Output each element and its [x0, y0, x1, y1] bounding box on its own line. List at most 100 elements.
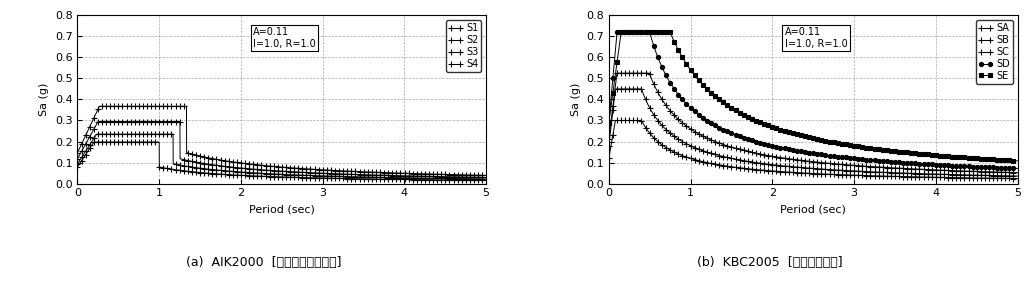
S3: [71, 157, 84, 161]
S3: [316, 171, 328, 175]
SB: [869, 170, 881, 174]
S4: [376, 171, 388, 174]
SD: [602, 121, 615, 125]
SB: [848, 169, 860, 173]
SD: [939, 163, 951, 167]
Line: S4: S4: [74, 103, 489, 178]
SC: [677, 121, 689, 125]
SC: [848, 163, 860, 167]
Y-axis label: Sa (g): Sa (g): [39, 83, 50, 116]
Line: SB: SB: [606, 86, 1021, 179]
SE: [759, 122, 772, 126]
SB: [677, 140, 689, 144]
SE: [908, 151, 920, 155]
S4: [227, 160, 240, 164]
SC: [759, 153, 772, 157]
S4: [407, 172, 419, 175]
SA: [848, 173, 860, 177]
SB: [609, 87, 622, 91]
Y-axis label: Sa (g): Sa (g): [570, 83, 581, 116]
S2: [227, 170, 240, 173]
S2: [71, 162, 84, 166]
S4: [146, 104, 158, 108]
SD: [869, 159, 881, 162]
S1: [316, 176, 328, 180]
S3: [337, 172, 349, 176]
SB: [908, 172, 920, 175]
X-axis label: Period (sec): Period (sec): [249, 204, 315, 214]
SA: [908, 175, 920, 179]
S1: [407, 178, 419, 181]
S1: [227, 173, 240, 177]
SB: [1011, 174, 1024, 178]
SD: [677, 99, 689, 102]
Line: SE: SE: [606, 30, 1020, 163]
SA: [869, 174, 881, 178]
SD: [759, 142, 772, 146]
SA: [602, 156, 615, 160]
SC: [939, 169, 951, 172]
S1: [88, 140, 100, 144]
S2: [91, 132, 103, 136]
SE: [848, 144, 860, 147]
S3: [376, 174, 388, 177]
SD: [1011, 166, 1024, 170]
S3: [92, 120, 104, 123]
SA: [609, 119, 622, 122]
SC: [602, 138, 615, 141]
S1: [337, 177, 349, 180]
Line: SA: SA: [606, 118, 1021, 181]
Legend: S1, S2, S3, S4: S1, S2, S3, S4: [445, 20, 481, 72]
S4: [337, 169, 349, 173]
SA: [1011, 177, 1024, 180]
SB: [939, 173, 951, 176]
SD: [848, 156, 860, 160]
SB: [602, 144, 615, 147]
SE: [1011, 159, 1024, 163]
SB: [759, 162, 772, 166]
S4: [71, 151, 84, 155]
S2: [146, 132, 158, 136]
S3: [480, 176, 493, 179]
S4: [93, 104, 105, 108]
S3: [407, 174, 419, 178]
Text: (b)  KBC2005  [강도설계수준]: (b) KBC2005 [강도설계수준]: [697, 256, 842, 269]
Line: S3: S3: [74, 119, 489, 180]
S4: [480, 174, 493, 177]
Legend: SA, SB, SC, SD, SE: SA, SB, SC, SD, SE: [975, 20, 1012, 84]
S2: [407, 176, 419, 180]
S1: [146, 140, 158, 144]
SE: [602, 121, 615, 125]
X-axis label: Period (sec): Period (sec): [780, 204, 846, 214]
S1: [71, 165, 84, 169]
SE: [615, 30, 627, 34]
SC: [908, 167, 920, 171]
Text: (a)  AIK2000  [허용응력설계수준]: (a) AIK2000 [허용응력설계수준]: [186, 256, 341, 269]
SA: [677, 154, 689, 158]
SE: [939, 154, 951, 158]
S3: [146, 120, 158, 123]
SE: [869, 147, 881, 151]
SD: [611, 30, 623, 34]
S1: [480, 178, 493, 182]
Line: SC: SC: [606, 70, 1021, 175]
SC: [611, 71, 623, 75]
Line: S2: S2: [74, 131, 489, 182]
SA: [759, 169, 772, 172]
S4: [316, 168, 328, 172]
SC: [869, 165, 881, 169]
Line: S1: S1: [74, 139, 489, 183]
S2: [337, 175, 349, 178]
S3: [227, 166, 240, 169]
S2: [480, 177, 493, 181]
S1: [376, 177, 388, 181]
S2: [376, 176, 388, 179]
SC: [1011, 171, 1024, 174]
S2: [316, 174, 328, 178]
SE: [677, 57, 689, 61]
Text: A=0.11
I=1.0, R=1.0: A=0.11 I=1.0, R=1.0: [784, 27, 847, 49]
Text: A=0.11
I=1.0, R=1.0: A=0.11 I=1.0, R=1.0: [253, 27, 316, 49]
SA: [939, 176, 951, 179]
SD: [908, 162, 920, 165]
Line: SD: SD: [606, 30, 1020, 170]
